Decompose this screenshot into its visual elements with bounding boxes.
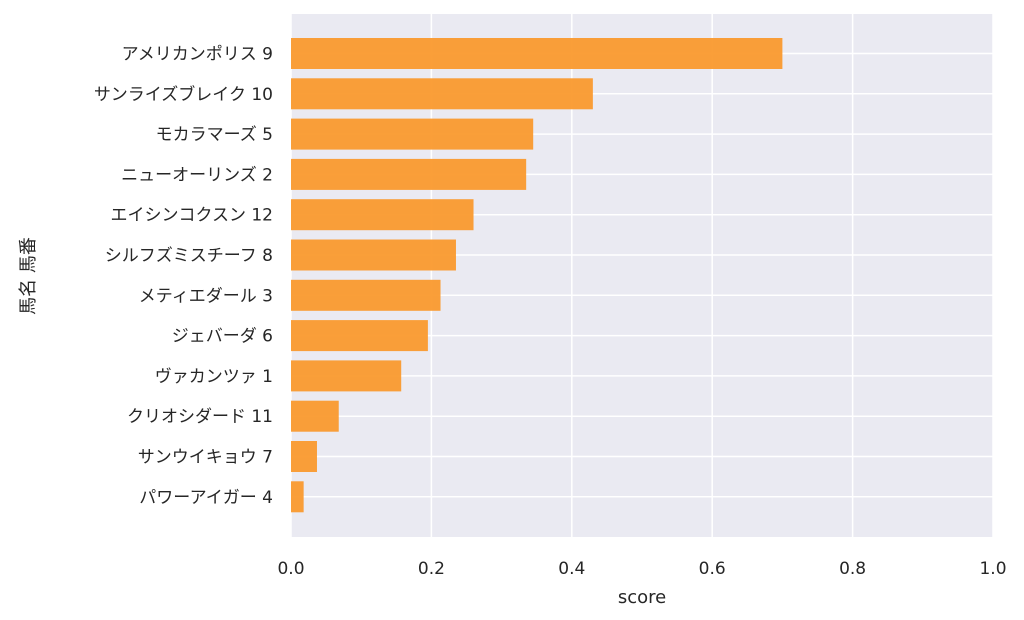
y-tick-label: ジェバーダ 6 — [172, 327, 273, 347]
y-tick-label: パワーアイガー 4 — [139, 488, 273, 508]
x-tick-label: 0.8 — [839, 559, 866, 579]
y-tick-label: アメリカンポリス 9 — [122, 45, 273, 65]
x-tick-labels: 0.0 0.2 0.4 0.6 0.8 1.0 — [277, 559, 1006, 579]
bar — [291, 199, 474, 231]
bars — [291, 38, 783, 513]
y-tick-label: サンライズブレイク 10 — [94, 84, 273, 105]
y-tick-label: メティエダール 3 — [139, 286, 273, 306]
x-tick-label: 1.0 — [979, 559, 1006, 579]
bar — [291, 441, 317, 472]
x-axis-title: score — [618, 587, 666, 608]
y-tick-label: ヴァカンツァ 1 — [155, 367, 273, 387]
x-tick-label: 0.6 — [699, 559, 726, 579]
bar — [291, 400, 339, 432]
y-tick-label: クリオシダード 11 — [127, 407, 273, 427]
bar — [291, 360, 402, 392]
x-tick-label: 0.4 — [558, 559, 585, 579]
y-axis-title: 馬名 馬番 — [18, 237, 39, 315]
bar — [291, 78, 593, 110]
y-tick-label: モカラマーズ 5 — [156, 125, 273, 145]
x-tick-label: 0.0 — [277, 559, 304, 579]
y-tick-label: サンウイキョウ 7 — [138, 448, 273, 468]
y-tick-label: シルフズミスチーフ 8 — [105, 246, 273, 266]
bar — [291, 320, 428, 352]
bar — [291, 239, 456, 271]
bar — [291, 481, 304, 513]
bar — [291, 118, 534, 150]
y-tick-label: ニューオーリンズ 2 — [121, 165, 273, 185]
bar — [291, 38, 783, 69]
y-tick-label: エイシンコクスン 12 — [110, 206, 273, 226]
x-tick-label: 0.2 — [418, 559, 445, 579]
bar — [291, 158, 527, 190]
bar — [291, 279, 441, 311]
y-tick-labels: アメリカンポリス 9 サンライズブレイク 10 モカラマーズ 5 ニューオーリンズ 2… — [94, 45, 273, 508]
